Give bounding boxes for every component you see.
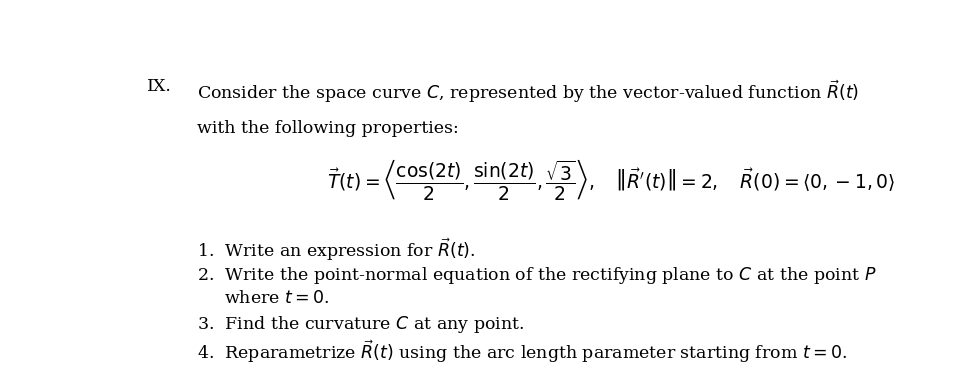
Text: 4.  Reparametrize $\vec{R}(t)$ using the arc length parameter starting from $t =: 4. Reparametrize $\vec{R}(t)$ using the … xyxy=(197,339,846,365)
Text: 2.  Write the point-normal equation of the rectifying plane to $\mathit{C}$ at t: 2. Write the point-normal equation of th… xyxy=(197,265,875,286)
Text: Consider the space curve $\mathit{C}$, represented by the vector-valued function: Consider the space curve $\mathit{C}$, r… xyxy=(197,78,858,104)
Text: 1.  Write an expression for $\vec{R}(t)$.: 1. Write an expression for $\vec{R}(t)$. xyxy=(197,236,475,263)
Text: 3.  Find the curvature $\mathit{C}$ at any point.: 3. Find the curvature $\mathit{C}$ at an… xyxy=(197,314,523,335)
Text: with the following properties:: with the following properties: xyxy=(197,120,458,137)
Text: $\vec{T}(t) = \left\langle\dfrac{\cos(2t)}{2},\dfrac{\sin(2t)}{2},\dfrac{\sqrt{3: $\vec{T}(t) = \left\langle\dfrac{\cos(2t… xyxy=(327,157,895,202)
Text: where $t = 0$.: where $t = 0$. xyxy=(224,290,330,307)
Text: IX.: IX. xyxy=(148,78,172,95)
